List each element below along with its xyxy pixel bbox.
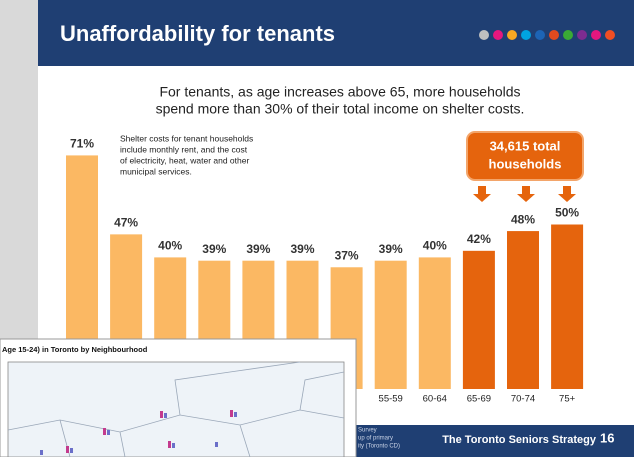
footer-source: up of primary <box>358 436 393 442</box>
x-tick-label: 75+ <box>559 394 576 405</box>
callout-text: households <box>489 156 562 171</box>
x-tick-label: 60-64 <box>423 394 447 405</box>
bar <box>507 231 539 389</box>
chart-note: municipal services. <box>120 166 192 176</box>
header-band <box>38 0 634 66</box>
subtitle: For tenants, as age increases above 65, … <box>159 84 520 100</box>
chart-note: of electricity, heat, water and other <box>120 155 249 165</box>
footer-source: ity (Toronto CD) <box>358 444 400 450</box>
footer-title: The Toronto Seniors Strategy <box>442 434 597 446</box>
value-label: 47% <box>114 216 138 230</box>
value-label: 40% <box>158 239 182 253</box>
chart-note: include monthly rent, and the cost <box>120 144 248 154</box>
value-label: 39% <box>202 242 226 256</box>
callout-box <box>466 131 584 181</box>
value-label: 71% <box>70 137 94 151</box>
value-label: 39% <box>290 242 314 256</box>
value-label: 48% <box>511 212 535 226</box>
overlay-title: Age 15-24) in Toronto by Neighbourhood <box>2 345 148 354</box>
bar <box>374 260 407 389</box>
value-label: 50% <box>555 206 579 220</box>
value-label: 39% <box>379 242 403 256</box>
value-label: 37% <box>335 248 359 262</box>
header-dots <box>479 30 615 40</box>
page-number: 16 <box>600 430 614 445</box>
callout-arrows <box>473 186 576 202</box>
value-label: 42% <box>467 232 491 246</box>
slide-title: Unaffordability for tenants <box>60 21 335 46</box>
overlay-window: Age 15-24) in Toronto by Neighbourhood <box>0 338 357 457</box>
bar <box>551 224 584 389</box>
x-tick-label: 55-59 <box>379 394 403 405</box>
callout-text: 34,615 total <box>490 138 561 153</box>
value-label: 40% <box>423 239 447 253</box>
bar <box>418 257 451 389</box>
subtitle: spend more than 30% of their total incom… <box>156 101 525 117</box>
footer-source: Survey <box>358 428 377 434</box>
bar <box>462 250 495 389</box>
x-tick-label: 70-74 <box>511 394 535 405</box>
x-tick-label: 65-69 <box>467 394 491 405</box>
value-label: 39% <box>246 242 270 256</box>
chart-note: Shelter costs for tenant households <box>120 133 253 143</box>
